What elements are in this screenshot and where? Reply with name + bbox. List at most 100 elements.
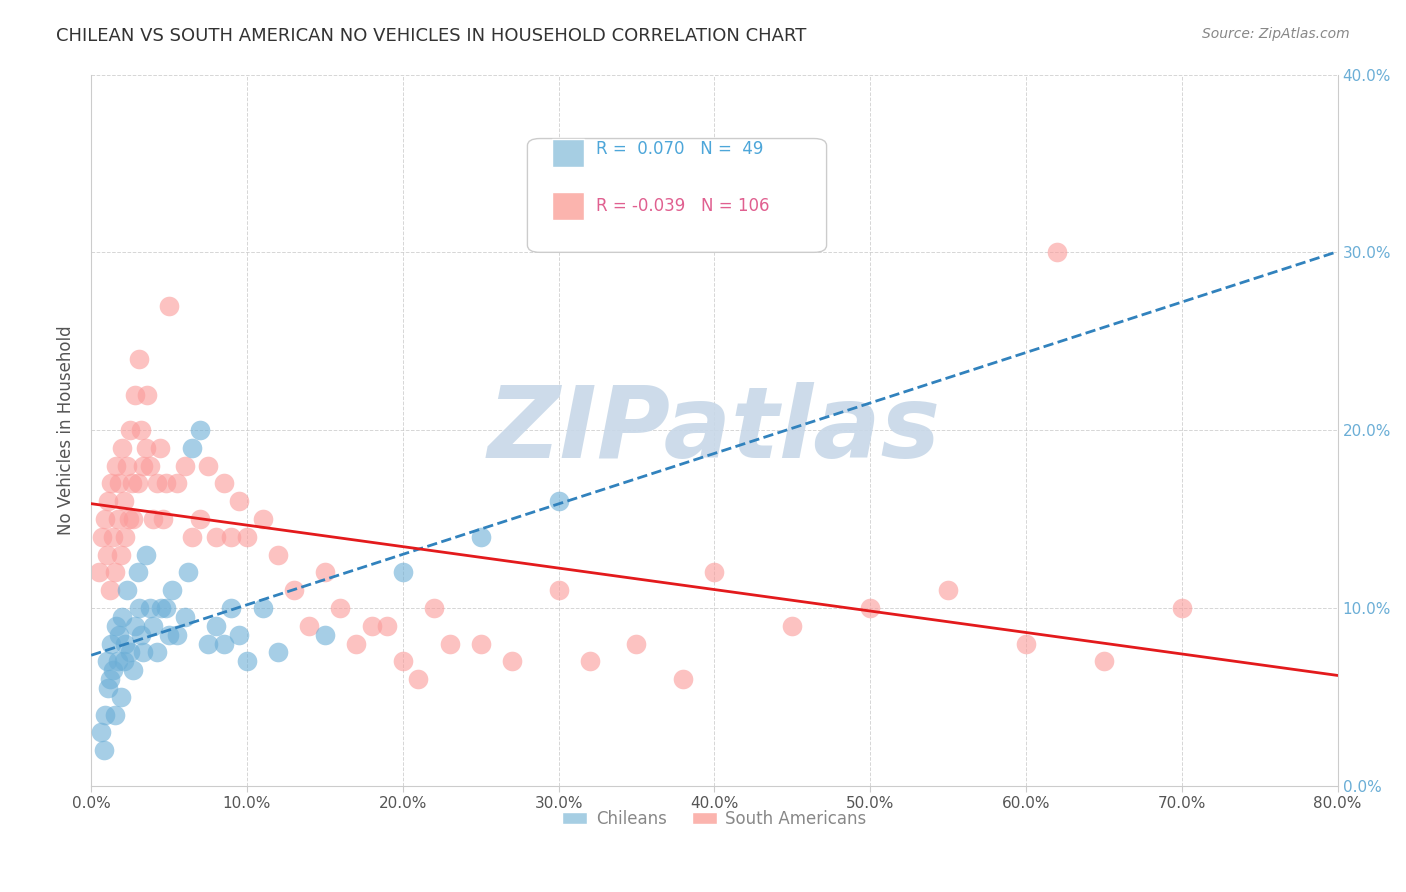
Point [107,512,129,526]
Point [115,458,138,473]
Point [98,672,121,686]
Point [155,601,177,615]
Legend: Chileans, South Americans: Chileans, South Americans [555,803,873,834]
Point [91,530,114,544]
Point [124,387,146,401]
Point [329,601,352,615]
Point [87,566,110,580]
Point [391,654,413,668]
Point [188,423,211,437]
Point [103,707,125,722]
Point [936,583,959,598]
Point [120,645,142,659]
Point [110,690,132,704]
Point [142,619,165,633]
Point [114,636,136,650]
Point [314,627,336,641]
Point [114,530,136,544]
Text: R = -0.039   N = 106: R = -0.039 N = 106 [596,197,769,215]
Point [115,583,138,598]
Point [160,583,183,598]
Point [181,530,204,544]
Point [101,663,124,677]
Point [252,601,274,615]
Point [252,512,274,526]
Text: R =  0.070   N =  49: R = 0.070 N = 49 [596,140,763,158]
FancyBboxPatch shape [553,192,583,220]
Point [101,530,124,544]
Point [112,494,135,508]
Point [105,619,128,633]
Point [100,476,122,491]
Point [117,512,139,526]
Point [100,636,122,650]
Point [501,654,523,668]
Point [283,583,305,598]
Point [423,601,446,615]
Point [150,601,173,615]
Point [166,627,188,641]
Point [135,441,157,455]
Point [212,476,235,491]
Point [96,654,118,668]
Point [578,654,600,668]
Point [1092,654,1115,668]
Point [93,743,115,757]
Point [128,601,150,615]
Point [97,494,120,508]
Point [703,566,725,580]
Point [94,512,117,526]
Point [439,636,461,650]
Point [547,583,569,598]
Point [122,663,145,677]
Point [152,512,174,526]
Point [96,548,118,562]
Point [98,583,121,598]
FancyBboxPatch shape [553,138,583,167]
Point [145,476,167,491]
Text: Source: ZipAtlas.com: Source: ZipAtlas.com [1202,27,1350,41]
Point [103,566,125,580]
Point [470,636,492,650]
Point [111,610,134,624]
Point [129,423,152,437]
Y-axis label: No Vehicles in Household: No Vehicles in Household [58,326,75,535]
Point [110,548,132,562]
Point [108,476,131,491]
Point [122,512,145,526]
Point [204,619,226,633]
Point [212,636,235,650]
Point [298,619,321,633]
Point [177,566,200,580]
Point [97,681,120,695]
Point [1046,245,1069,260]
Point [173,610,195,624]
Point [129,627,152,641]
Text: ZIPatlas: ZIPatlas [488,382,941,479]
Point [228,627,250,641]
Point [135,548,157,562]
Point [236,654,259,668]
Point [142,512,165,526]
Text: CHILEAN VS SOUTH AMERICAN NO VEHICLES IN HOUSEHOLD CORRELATION CHART: CHILEAN VS SOUTH AMERICAN NO VEHICLES IN… [56,27,807,45]
Point [136,387,159,401]
Point [1171,601,1194,615]
Point [408,672,430,686]
Point [120,423,142,437]
Point [267,548,290,562]
Point [108,627,131,641]
Point [155,476,177,491]
Point [149,441,172,455]
Point [197,636,219,650]
Point [181,441,204,455]
Point [1015,636,1038,650]
Point [782,619,804,633]
Point [360,619,382,633]
Point [672,672,695,686]
FancyBboxPatch shape [527,138,827,252]
Point [139,601,162,615]
Point [314,566,336,580]
Point [197,458,219,473]
Point [127,566,149,580]
Point [94,707,117,722]
